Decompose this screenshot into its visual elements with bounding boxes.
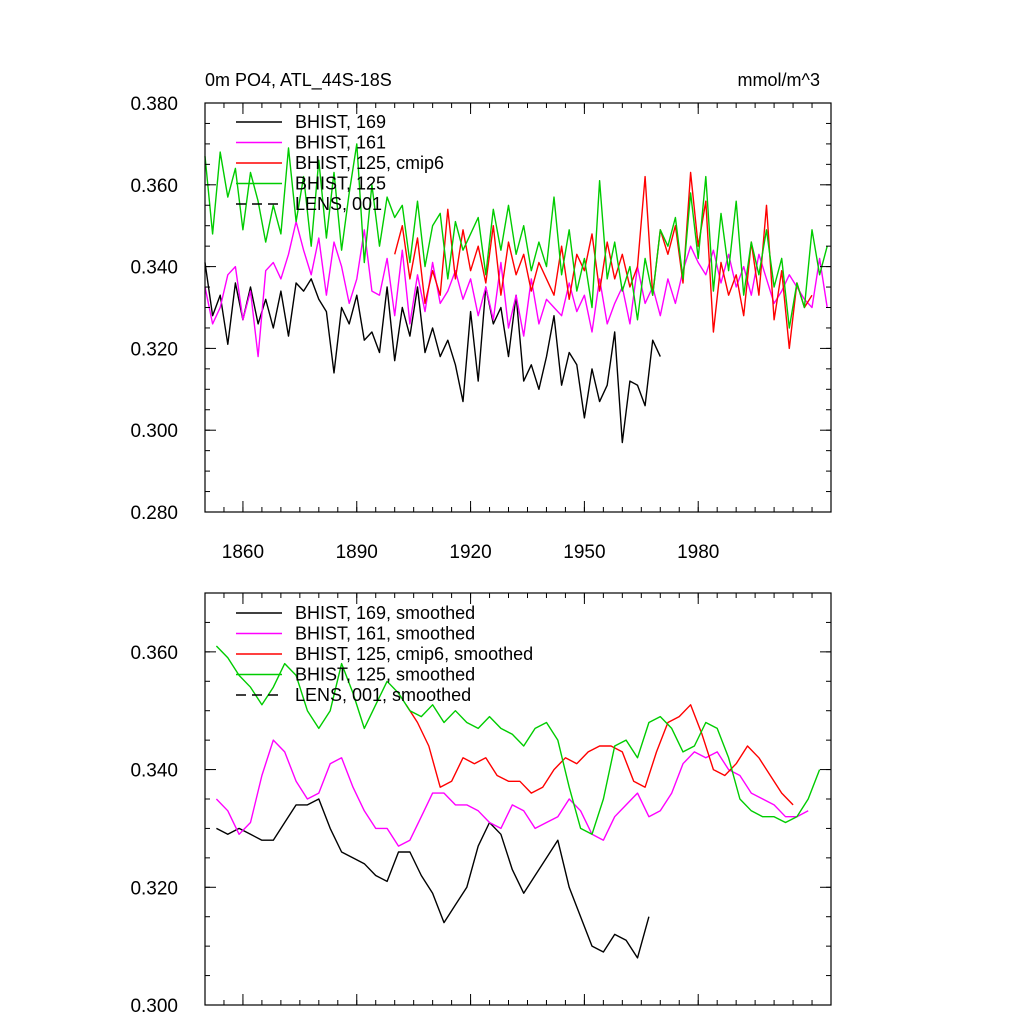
top-panel-units: mmol/m^3 <box>738 70 820 90</box>
legend-label: BHIST, 169 <box>295 112 386 132</box>
legend-label: BHIST, 169, smoothed <box>295 603 475 623</box>
x-tick-label: 1980 <box>677 542 719 563</box>
legend-label: LENS, 001 <box>295 194 382 214</box>
x-tick-label: 1950 <box>563 542 605 563</box>
legend-label: BHIST, 125, smoothed <box>295 665 475 685</box>
y-tick-label: 0.280 <box>130 503 178 524</box>
y-tick-label: 0.360 <box>130 643 178 664</box>
legend-label: BHIST, 125 <box>295 174 386 194</box>
series-line <box>204 220 828 358</box>
bottom-panel-lines <box>215 645 821 959</box>
series-line <box>405 704 794 806</box>
legend-label: LENS, 001, smoothed <box>295 685 471 705</box>
series-line <box>394 171 813 350</box>
legend-label: BHIST, 161, smoothed <box>295 624 475 644</box>
y-tick-label: 0.320 <box>130 339 178 360</box>
x-tick-label: 1920 <box>449 542 491 563</box>
top-panel-axes: 0.280 0.300 0.320 0.340 0.360 0.380 1860 1890 19… <box>130 94 832 563</box>
series-line <box>216 798 650 959</box>
series-line <box>215 645 821 835</box>
y-tick-label: 0.320 <box>130 878 178 899</box>
y-tick-label: 0.300 <box>130 421 178 442</box>
bottom-panel-axes: 0.300 0.320 0.340 0.360 <box>130 592 832 1017</box>
y-tick-label: 0.340 <box>130 761 178 782</box>
y-tick-label: 0.340 <box>130 258 178 279</box>
top-panel-lines <box>204 143 828 444</box>
x-tick-label: 1860 <box>222 542 264 563</box>
legend-label: BHIST, 125, cmip6, smoothed <box>295 644 533 664</box>
series-line <box>204 143 828 329</box>
legend-label: BHIST, 125, cmip6 <box>295 153 444 173</box>
legend-label: BHIST, 161 <box>295 133 386 153</box>
x-tick-label: 1890 <box>336 542 378 563</box>
y-tick-label: 0.380 <box>130 94 178 115</box>
top-panel-title: 0m PO4, ATL_44S-18S <box>205 70 392 91</box>
y-tick-label: 0.360 <box>130 176 178 197</box>
y-tick-label: 0.300 <box>130 996 178 1017</box>
series-line <box>204 262 661 444</box>
series-line <box>215 739 809 847</box>
